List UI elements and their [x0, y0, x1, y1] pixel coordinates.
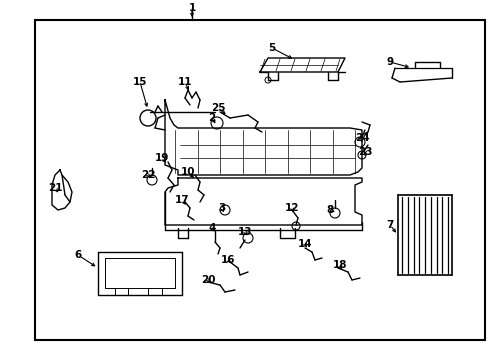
Text: 1: 1: [188, 3, 195, 13]
Text: 5: 5: [268, 43, 275, 53]
Text: 20: 20: [201, 275, 215, 285]
Text: 23: 23: [357, 147, 371, 157]
Text: 10: 10: [181, 167, 195, 177]
Text: 24: 24: [354, 133, 368, 143]
Text: 2: 2: [208, 113, 215, 123]
Text: 9: 9: [386, 57, 393, 67]
Bar: [35, 20, 484, 340]
Text: 3: 3: [218, 203, 225, 213]
Text: 4: 4: [208, 223, 215, 233]
Text: 22: 22: [141, 170, 155, 180]
Text: 7: 7: [386, 220, 393, 230]
Text: 15: 15: [132, 77, 147, 87]
Text: 13: 13: [237, 227, 252, 237]
Text: 19: 19: [155, 153, 169, 163]
Text: 6: 6: [74, 250, 81, 260]
Text: 12: 12: [284, 203, 299, 213]
Text: 17: 17: [174, 195, 189, 205]
Text: 25: 25: [210, 103, 225, 113]
Text: 18: 18: [332, 260, 346, 270]
Text: 14: 14: [297, 239, 312, 249]
Text: 11: 11: [177, 77, 192, 87]
Text: 8: 8: [325, 205, 333, 215]
Text: 21: 21: [48, 183, 62, 193]
Text: 16: 16: [220, 255, 235, 265]
